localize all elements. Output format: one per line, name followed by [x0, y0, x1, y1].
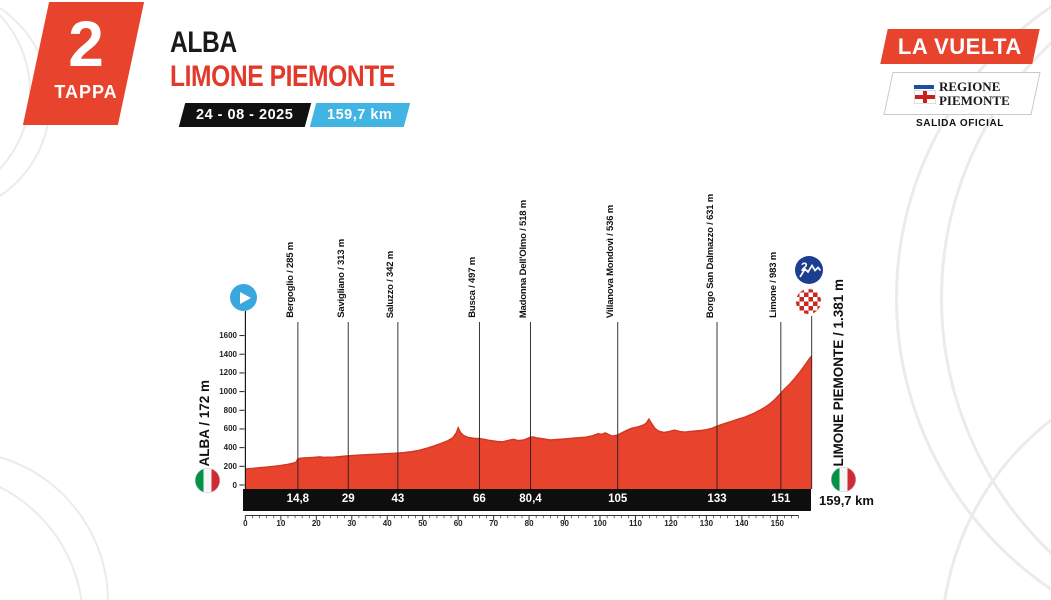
waypoint-km-label: 43	[391, 493, 405, 505]
elevation-area	[245, 356, 812, 489]
waypoint-label: Savigliano / 313 m	[335, 239, 347, 318]
y-axis-tick-label: 1200	[219, 368, 237, 378]
waypoint-km-label: 105	[608, 493, 628, 505]
finish-city-title: LIMONE PIEMONTE	[170, 60, 395, 93]
waypoint-label: Saluzzo / 342 m	[385, 250, 397, 318]
finish-checkered-icon	[795, 288, 822, 315]
italy-flag-start-icon	[195, 468, 220, 493]
mountain-glyph	[799, 263, 822, 278]
ruler-km-label: 80	[524, 519, 534, 528]
ruler-km-label: 30	[347, 519, 357, 528]
waypoint-km-label: 80,4	[519, 493, 542, 505]
waypoint-label: Busca / 497 m	[466, 257, 478, 318]
ruler-km-label: 50	[418, 519, 428, 528]
ruler-km-label: 150	[770, 519, 784, 528]
y-axis-tick-label: 1400	[219, 349, 237, 359]
y-axis-tick-label: 400	[223, 443, 237, 453]
ruler-km-label: 110	[629, 519, 642, 528]
waypoint-km-label: 151	[771, 493, 791, 505]
ruler-km-label: 60	[453, 519, 463, 528]
italy-flag-finish-icon	[831, 467, 856, 492]
category-2-climb-icon: 2	[795, 256, 823, 284]
salida-oficial-caption: SALIDA OFICIAL	[915, 118, 1005, 129]
elevation-edge	[245, 355, 813, 470]
ruler-km-label: 130	[699, 519, 714, 528]
waypoint-label: Limone / 983 m	[768, 252, 780, 318]
waypoint-label: Madonna Dell'Olmo / 518 m	[517, 199, 529, 318]
waypoint-km-label: 29	[341, 493, 355, 505]
y-axis-tick-label: 1600	[219, 331, 237, 341]
ruler-km-label: 120	[664, 519, 678, 528]
ruler-km-label: 90	[560, 519, 569, 528]
ruler-km-label: 70	[489, 519, 499, 528]
climb-category-number: 2	[801, 260, 808, 274]
ruler-km-label: 10	[276, 519, 286, 528]
waypoint-label: Villanova Mondovì / 536 m	[605, 204, 617, 318]
waypoint-km-label: 66	[473, 493, 486, 505]
y-axis-tick-label: 200	[223, 461, 237, 471]
finish-altitude-label: LIMONE PIEMONTE / 1.381 m	[831, 279, 846, 467]
waypoint-km-label: 14,8	[286, 493, 310, 505]
start-city-title: ALBA	[170, 26, 237, 59]
y-axis-tick-label: 800	[223, 405, 237, 415]
start-play-icon	[230, 284, 257, 311]
ruler-km-label: 40	[382, 519, 392, 528]
ruler-km-label: 20	[311, 519, 321, 528]
ruler-km-label: 0	[243, 519, 248, 528]
ruler-km-label: 100	[593, 519, 607, 528]
y-axis-tick-label: 600	[223, 424, 237, 434]
y-axis-tick-label: 0	[232, 480, 237, 490]
waypoint-km-label: 133	[707, 493, 727, 505]
y-axis-tick-label: 1000	[219, 387, 237, 397]
ruler-km-label: 140	[735, 519, 749, 528]
waypoint-label: Bergoglio / 285 m	[285, 242, 297, 318]
total-distance-label: 159,7 km	[819, 493, 874, 508]
distance-bar	[243, 489, 811, 511]
waypoint-label: Borgo San Dalmazzo / 631 m	[704, 193, 716, 318]
